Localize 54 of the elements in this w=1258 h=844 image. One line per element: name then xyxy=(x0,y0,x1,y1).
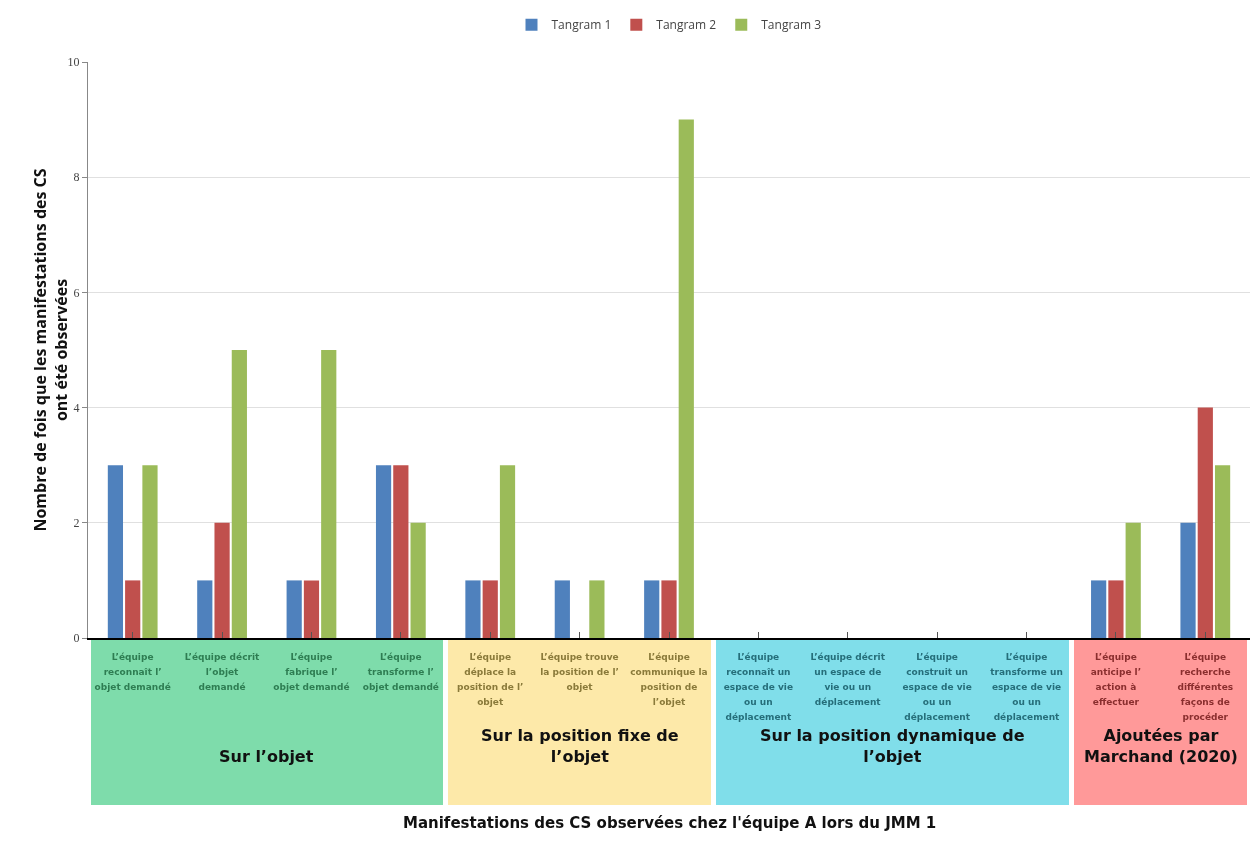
y-tick-label: 4 xyxy=(73,400,80,415)
bar xyxy=(286,580,302,638)
y-tick-label: 2 xyxy=(73,516,80,530)
bar xyxy=(303,580,320,638)
bar xyxy=(1214,465,1231,638)
y-tick-label: 10 xyxy=(67,55,80,70)
x-tick-label: L’équipe déplace la position de l’ objet xyxy=(456,651,525,709)
x-tick-label: L’équipe trouve la position de l’ objet xyxy=(539,651,620,694)
bar xyxy=(231,350,247,638)
bar xyxy=(142,465,158,638)
bar xyxy=(393,465,409,638)
bar xyxy=(375,465,392,638)
x-tick-label: L’équipe communique la position de l’objet xyxy=(629,651,709,709)
legend-label: Tangram 1 xyxy=(551,16,612,34)
bar xyxy=(482,580,498,638)
x-tick-label: L’équipe reconnaît l’ objet demandé xyxy=(93,651,172,694)
bar xyxy=(465,580,481,638)
bar xyxy=(1125,522,1141,638)
y-tick-label: 8 xyxy=(73,170,80,185)
bar xyxy=(214,522,230,638)
y-tick-label: 0 xyxy=(73,631,80,646)
bar xyxy=(589,580,605,638)
bar xyxy=(1091,580,1107,638)
bar xyxy=(1197,407,1213,638)
bar xyxy=(661,580,677,638)
bar xyxy=(499,465,516,638)
bar xyxy=(321,350,337,638)
bar xyxy=(197,580,213,638)
bar xyxy=(410,522,426,638)
x-tick-label: L’équipe fabrique l’ objet demandé xyxy=(272,651,351,694)
x-tick-label: L’équipe construit un espace de vie ou un déplacement xyxy=(901,651,973,724)
bar xyxy=(1108,580,1124,638)
bar xyxy=(554,580,570,638)
x-tick-label: L’équipe transforme un espace de vie ou un déplacement xyxy=(989,651,1064,724)
x-tick-label: L’équipe décrit un espace de vie ou un déplacement xyxy=(809,651,886,709)
bar xyxy=(1180,522,1196,638)
text: Sur la position fixe de l’objet xyxy=(481,726,679,766)
x-tick-label: L’équipe reconnaît un espace de vie ou un déplacement xyxy=(722,651,794,724)
bar xyxy=(678,119,694,638)
y-tick-label: 6 xyxy=(73,285,80,300)
text: Sur l’objet xyxy=(219,747,314,766)
x-tick-label: L’équipe anticipe l’ action à effectuer xyxy=(1089,651,1143,709)
bar xyxy=(107,465,124,638)
legend-label: Tangram 2 xyxy=(656,16,717,34)
x-tick-label: L’équipe recherche différentes façons de procéder xyxy=(1176,651,1235,724)
legend-label: Tangram 3 xyxy=(761,16,822,34)
bar xyxy=(644,580,660,638)
x-tick-label: L’équipe transforme l’ objet demandé xyxy=(361,651,440,694)
bar xyxy=(125,580,141,638)
text: Manifestations des CS observées chez l'équipe A lors du JMM 1 xyxy=(403,814,937,832)
y-axis-title: Nombre de fois que les manifestations des CS ont été observées xyxy=(28,168,72,532)
text: Ajoutées par Marchand (2020) xyxy=(1084,726,1238,766)
text: Sur la position dynamique de l’objet xyxy=(760,726,1025,766)
x-tick-label: L’équipe décrit l’objet demandé xyxy=(183,651,261,694)
